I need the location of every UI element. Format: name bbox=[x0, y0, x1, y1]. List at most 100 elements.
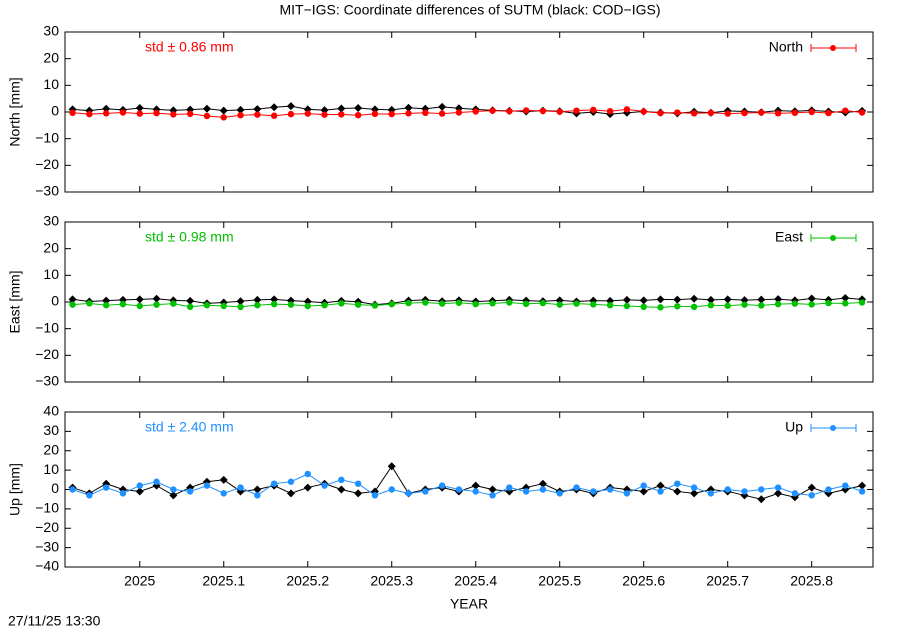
data-point bbox=[371, 492, 379, 499]
x-tick-label: 2025.8 bbox=[790, 573, 833, 589]
data-point bbox=[186, 488, 194, 495]
data-point bbox=[640, 303, 647, 310]
data-point bbox=[690, 294, 699, 303]
data-point bbox=[136, 302, 143, 310]
x-tick-label: 2025.1 bbox=[202, 573, 245, 589]
data-point bbox=[539, 299, 547, 307]
data-point bbox=[237, 303, 244, 310]
data-point bbox=[220, 490, 227, 497]
data-point bbox=[303, 297, 312, 306]
data-point bbox=[102, 110, 110, 117]
x-tick-label: 2025.5 bbox=[538, 573, 581, 589]
data-point bbox=[791, 109, 799, 117]
data-point bbox=[808, 301, 815, 308]
data-point bbox=[488, 485, 497, 494]
data-point bbox=[438, 110, 446, 117]
data-point bbox=[858, 299, 866, 306]
data-point bbox=[489, 300, 496, 307]
data-point bbox=[674, 109, 681, 116]
data-point bbox=[774, 300, 782, 308]
data-point bbox=[135, 104, 144, 112]
x-axis-label: YEAR bbox=[450, 596, 488, 612]
std-annotation: std ± 0.86 mm bbox=[145, 39, 234, 55]
data-point bbox=[657, 488, 664, 495]
data-point bbox=[472, 488, 479, 495]
data-point bbox=[438, 482, 446, 489]
data-point bbox=[68, 295, 77, 304]
data-point bbox=[489, 492, 496, 499]
data-point bbox=[236, 297, 245, 306]
data-point bbox=[186, 303, 194, 310]
y-tick-label: 20 bbox=[43, 441, 59, 457]
data-point bbox=[842, 300, 849, 307]
data-point bbox=[690, 303, 698, 310]
y-tick-label: 30 bbox=[43, 23, 59, 39]
data-point bbox=[354, 112, 362, 119]
data-point bbox=[422, 109, 429, 117]
data-point bbox=[539, 486, 547, 493]
y-tick-label: 0 bbox=[51, 103, 59, 119]
data-point bbox=[758, 302, 765, 309]
y-axis-label: East [mm] bbox=[7, 270, 23, 333]
data-point bbox=[522, 107, 530, 114]
data-point bbox=[170, 300, 177, 307]
y-tick-label: 10 bbox=[43, 461, 59, 477]
x-tick-label: 2025.2 bbox=[286, 573, 329, 589]
y-tick-label: −40 bbox=[35, 558, 59, 574]
data-point bbox=[808, 492, 815, 499]
data-point bbox=[405, 110, 412, 117]
data-point bbox=[858, 481, 867, 490]
data-point bbox=[724, 302, 731, 309]
data-point bbox=[404, 103, 413, 112]
data-point bbox=[741, 301, 748, 308]
data-point bbox=[287, 478, 295, 485]
legend-marker bbox=[830, 425, 836, 431]
data-point bbox=[674, 303, 681, 310]
data-point bbox=[438, 102, 447, 111]
data-point bbox=[86, 492, 93, 499]
data-point bbox=[254, 111, 261, 118]
data-point bbox=[371, 302, 379, 309]
std-annotation: std ± 2.40 mm bbox=[145, 419, 234, 435]
data-point bbox=[657, 304, 664, 311]
data-point bbox=[337, 104, 346, 113]
data-point bbox=[590, 488, 597, 495]
data-point bbox=[153, 109, 160, 117]
data-point bbox=[606, 108, 614, 115]
data-point bbox=[286, 102, 295, 111]
data-point bbox=[640, 482, 647, 489]
data-point bbox=[270, 300, 278, 308]
data-point bbox=[287, 301, 295, 308]
data-point bbox=[354, 480, 362, 487]
data-point bbox=[774, 484, 782, 491]
data-point bbox=[102, 104, 111, 113]
data-point bbox=[807, 294, 816, 303]
data-point bbox=[287, 110, 295, 118]
std-annotation: std ± 0.98 mm bbox=[145, 229, 234, 245]
x-tick-label: 2025.3 bbox=[370, 573, 413, 589]
data-point bbox=[623, 490, 631, 497]
data-point bbox=[270, 112, 278, 119]
y-tick-label: −20 bbox=[35, 346, 59, 362]
y-tick-label: −20 bbox=[35, 519, 59, 535]
y-tick-label: 30 bbox=[43, 213, 59, 229]
data-point bbox=[338, 300, 345, 307]
data-point bbox=[573, 300, 580, 307]
data-point bbox=[303, 483, 312, 492]
data-point bbox=[254, 302, 261, 309]
data-point bbox=[640, 108, 647, 115]
y-tick-label: 20 bbox=[43, 49, 59, 65]
data-point bbox=[573, 107, 580, 114]
data-point bbox=[622, 295, 631, 304]
data-point bbox=[135, 295, 144, 304]
data-point bbox=[472, 108, 479, 115]
data-point bbox=[203, 482, 211, 489]
data-point bbox=[69, 109, 76, 117]
data-point bbox=[606, 302, 614, 309]
data-point bbox=[825, 109, 832, 117]
data-point bbox=[707, 302, 715, 309]
y-tick-label: 10 bbox=[43, 266, 59, 282]
data-point bbox=[590, 301, 597, 308]
y-tick-label: −10 bbox=[35, 319, 59, 335]
y-tick-label: −10 bbox=[35, 500, 59, 516]
